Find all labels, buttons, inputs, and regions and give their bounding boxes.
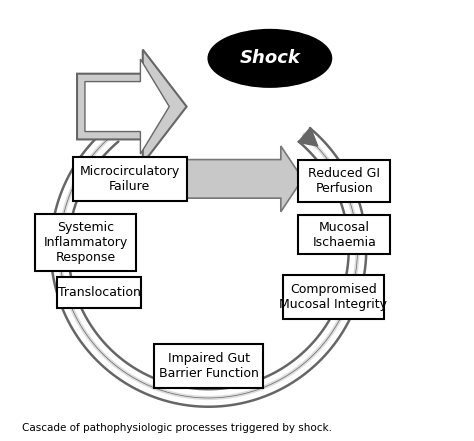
Text: Microcirculatory
Failure: Microcirculatory Failure bbox=[80, 165, 180, 193]
FancyBboxPatch shape bbox=[57, 277, 141, 308]
Polygon shape bbox=[184, 146, 303, 212]
Text: Cascade of pathophysiologic processes triggered by shock.: Cascade of pathophysiologic processes tr… bbox=[22, 423, 332, 433]
Text: Translocation: Translocation bbox=[57, 286, 140, 299]
FancyBboxPatch shape bbox=[298, 215, 391, 254]
Polygon shape bbox=[85, 59, 169, 154]
Polygon shape bbox=[77, 49, 187, 164]
Text: Compromised
Mucosal Integrity: Compromised Mucosal Integrity bbox=[279, 283, 387, 311]
Text: Reduced GI
Perfusion: Reduced GI Perfusion bbox=[309, 167, 380, 195]
FancyBboxPatch shape bbox=[154, 344, 263, 388]
Text: Shock: Shock bbox=[239, 49, 301, 67]
Ellipse shape bbox=[209, 30, 331, 87]
FancyBboxPatch shape bbox=[283, 275, 384, 319]
Text: Mucosal
Ischaemia: Mucosal Ischaemia bbox=[312, 220, 376, 249]
Polygon shape bbox=[298, 127, 318, 146]
FancyBboxPatch shape bbox=[73, 157, 187, 201]
Text: Impaired Gut
Barrier Function: Impaired Gut Barrier Function bbox=[159, 352, 258, 380]
FancyBboxPatch shape bbox=[36, 214, 136, 271]
FancyBboxPatch shape bbox=[298, 160, 391, 202]
Text: Systemic
Inflammatory
Response: Systemic Inflammatory Response bbox=[44, 221, 128, 264]
